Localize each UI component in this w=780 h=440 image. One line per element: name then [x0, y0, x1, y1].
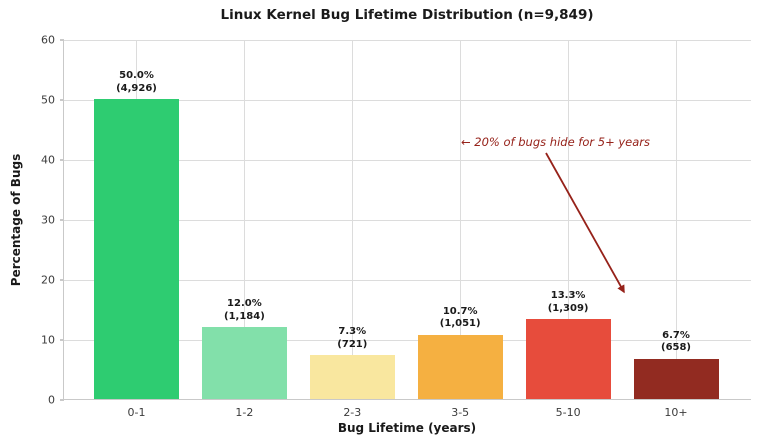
gridline-horizontal: [64, 219, 751, 221]
y-tick-mark: [60, 339, 64, 341]
y-tick-mark: [60, 99, 64, 101]
x-tick-label-10+: 10+: [664, 406, 688, 419]
y-tick-mark: [60, 399, 64, 401]
bar-5-10: [525, 319, 611, 399]
x-tick-label-5-10: 5-10: [555, 406, 581, 419]
bar-percent-label: 10.7%: [442, 305, 478, 317]
bar-percent-label: 50.0%: [119, 70, 154, 81]
bar-count-label: (1,051): [439, 318, 481, 330]
bar-value-label-0-1: 50.0% (4,926): [116, 70, 157, 95]
bar-value-label-1-2: 12.0% (1,184): [224, 298, 265, 323]
bar-percent-label: 6.7%: [662, 329, 690, 341]
y-tick-label: 20: [41, 273, 55, 287]
x-tick-label-1-2: 1-2: [235, 406, 254, 419]
plot-area: 0 10 20 30 40 50 60 50.0% (4,926) 0-1 12.0% (1,184)…: [41, 34, 751, 419]
y-tick-mark: [60, 279, 64, 281]
bar-count-label: (721): [337, 338, 368, 350]
bar-value-label-3-5: 10.7% (1,051): [440, 306, 481, 331]
y-tick-label: 30: [41, 213, 55, 227]
annotation-text: ← 20% of bugs hide for 5+ years: [461, 135, 651, 149]
bar-2-3: [309, 355, 395, 399]
gridline-vertical: [243, 40, 245, 399]
bar-10+: [633, 358, 719, 399]
bar-count-label: (1,184): [224, 310, 265, 322]
gridline-horizontal: [64, 39, 751, 41]
x-tick-label-2-3: 2-3: [343, 406, 362, 419]
y-tick-label: 0: [48, 393, 55, 407]
chart-title: Linux Kernel Bug Lifetime Distribution (…: [220, 7, 594, 23]
y-tick-label: 60: [41, 33, 55, 47]
bar-percent-label: 12.0%: [227, 298, 262, 309]
bar-count-label: (4,926): [116, 82, 157, 94]
y-tick-mark: [60, 39, 64, 41]
bar-value-label-10+: 6.7% (658): [661, 330, 691, 355]
x-tick-label-0-1: 0-1: [127, 406, 146, 419]
bar-0-1: [94, 99, 179, 399]
bar-3-5: [417, 334, 503, 399]
x-axis-label: Bug Lifetime (years): [337, 421, 477, 435]
y-tick-mark: [60, 219, 64, 221]
bar-1-2: [201, 327, 287, 399]
y-tick-label: 40: [41, 153, 55, 167]
x-tick-label-3-5: 3-5: [451, 406, 470, 419]
gridline-horizontal: [64, 99, 751, 101]
y-tick-label: 50: [41, 93, 55, 107]
gridline-horizontal: [64, 159, 751, 161]
gridline-vertical: [675, 40, 677, 399]
y-axis-label: Percentage of Bugs: [9, 153, 23, 287]
bar-count-label: (1,309): [547, 302, 589, 314]
bar-count-label: (658): [660, 342, 692, 354]
bar-percent-label: 13.3%: [550, 290, 586, 302]
gridline-horizontal: [64, 339, 751, 341]
gridline-horizontal: [64, 279, 751, 281]
bar-percent-label: 7.3%: [338, 326, 367, 338]
y-tick-mark: [60, 159, 64, 161]
gridline-vertical: [459, 40, 461, 399]
bar-value-label-5-10: 13.3% (1,309): [548, 290, 589, 315]
gridline-vertical: [351, 40, 353, 399]
bar-value-label-2-3: 7.3% (721): [337, 326, 367, 351]
y-tick-label: 10: [41, 333, 55, 347]
